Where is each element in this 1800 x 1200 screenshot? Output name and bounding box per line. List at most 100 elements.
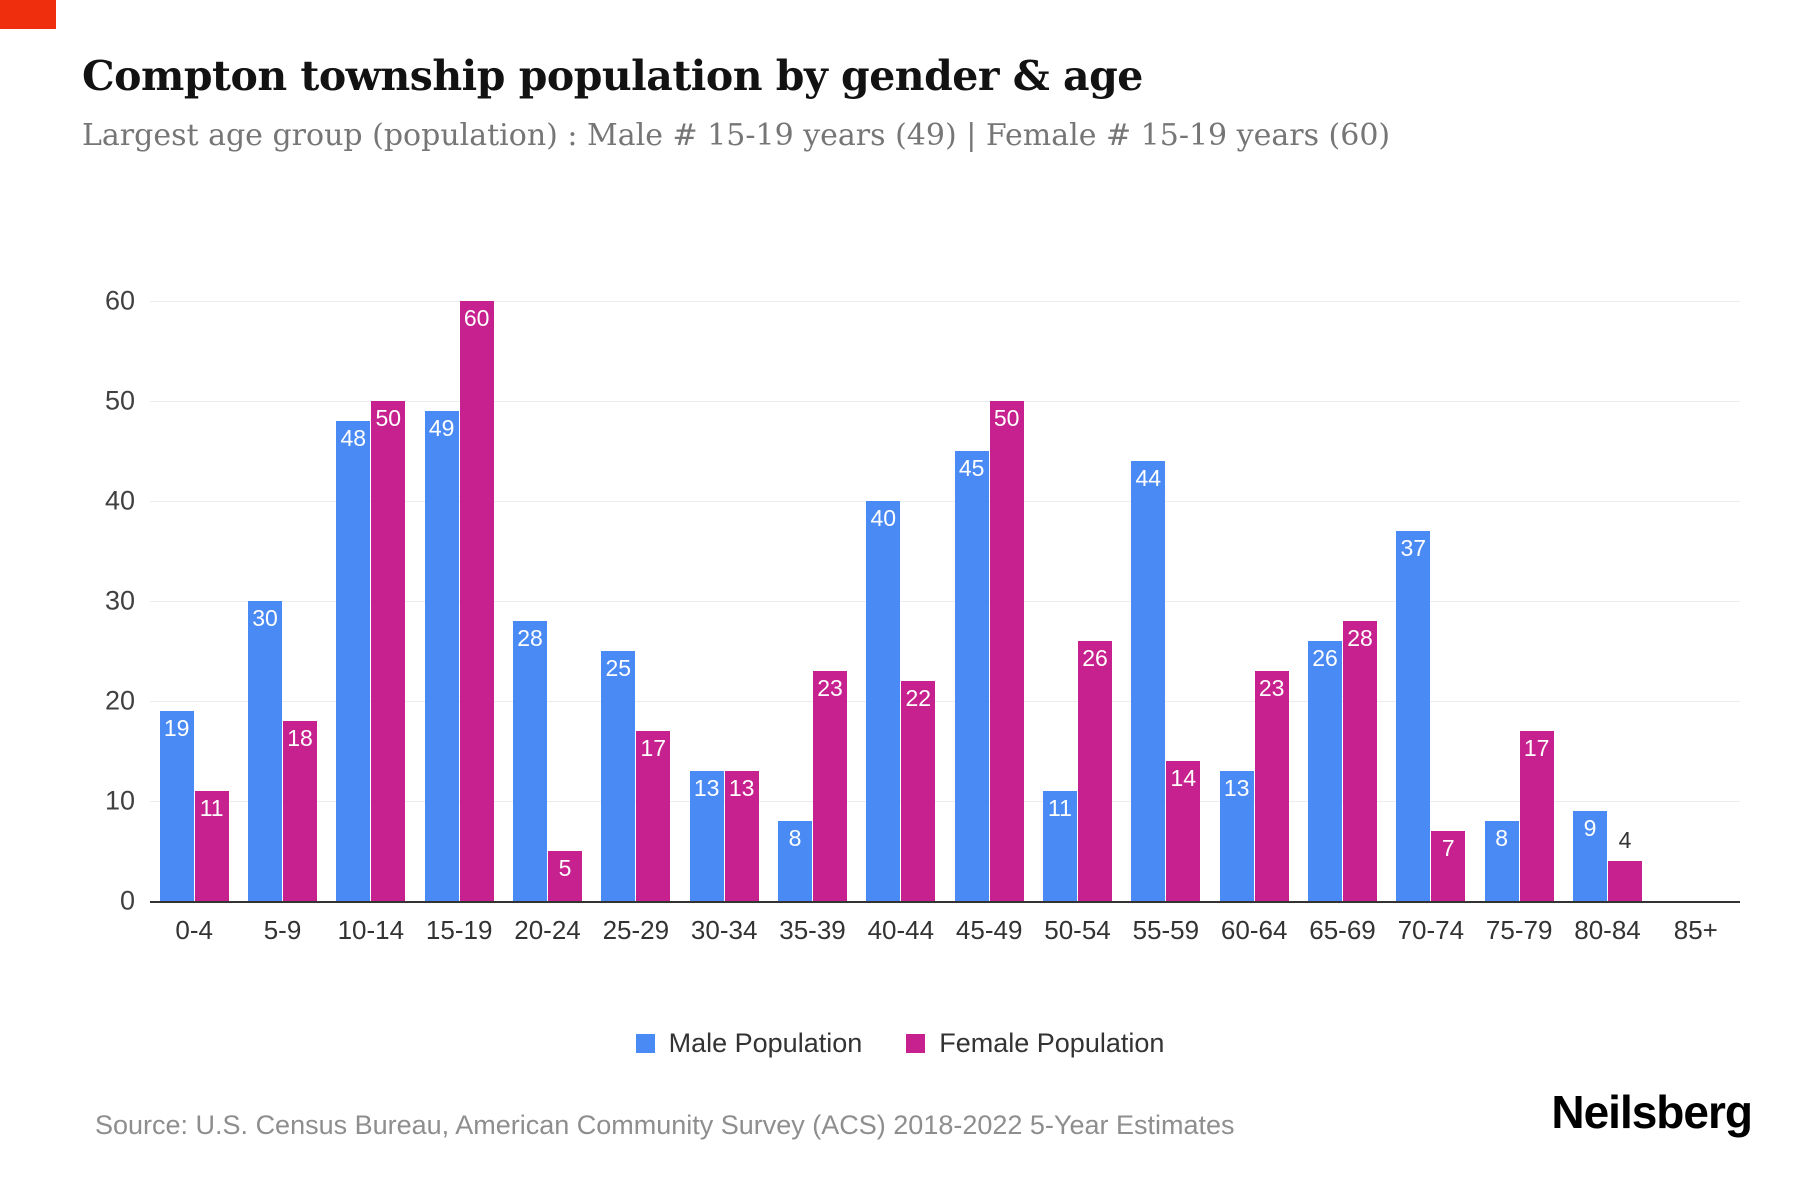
bar-group-10-14: 48 50: [327, 301, 415, 901]
bar-male-10-14[interactable]: 48: [336, 421, 371, 901]
bar-value-label: 60: [463, 305, 490, 331]
bar-value-label: 13: [693, 775, 720, 801]
legend-item-male[interactable]: Male Population: [635, 1028, 862, 1059]
bar-female-45-49[interactable]: 50: [989, 401, 1024, 901]
x-tick-label-70-74: 70-74: [1397, 915, 1465, 945]
y-tick-label-10: 10: [104, 785, 135, 816]
bar-female-70-74[interactable]: 7: [1431, 831, 1466, 901]
bar-value-label: 8: [1495, 825, 1509, 851]
gridline-40: [150, 501, 1740, 502]
bar-value-label: 40: [870, 505, 897, 531]
bar-female-35-39[interactable]: 23: [812, 671, 847, 901]
bar-female-10-14[interactable]: 50: [371, 401, 406, 901]
bar-group-25-29: 25 17: [592, 301, 680, 901]
bar-value-label: 14: [1170, 765, 1197, 791]
gridline-10: [150, 801, 1740, 802]
bar-value-label: 22: [905, 685, 932, 711]
bar-female-15-19[interactable]: 60: [459, 301, 494, 901]
bar-female-55-59[interactable]: 14: [1166, 761, 1201, 901]
chart-title: Compton township population by gender & …: [82, 52, 1143, 100]
bar-female-25-29[interactable]: 17: [636, 731, 671, 901]
bar-group-30-34: 13 13: [680, 301, 768, 901]
source-attribution: Source: U.S. Census Bureau, American Com…: [95, 1110, 1235, 1140]
bar-male-60-64[interactable]: 13: [1219, 771, 1254, 901]
x-tick-label-75-79: 75-79: [1485, 915, 1553, 945]
bar-group-55-59: 44 14: [1122, 301, 1210, 901]
bar-female-5-9[interactable]: 18: [282, 721, 317, 901]
bar-value-label: 23: [817, 675, 843, 701]
bar-value-label: 26: [1082, 645, 1108, 671]
x-tick-label-85+: 85+: [1673, 915, 1718, 945]
y-tick-label-60: 60: [104, 285, 135, 316]
bar-value-label: 37: [1400, 535, 1427, 561]
bar-value-label: 50: [375, 405, 402, 431]
bar-male-25-29[interactable]: 25: [601, 651, 636, 901]
bar-male-50-54[interactable]: 11: [1042, 791, 1077, 901]
x-tick-label-55-59: 55-59: [1132, 915, 1200, 945]
x-tick-label-65-69: 65-69: [1309, 915, 1376, 945]
bar-value-label: 18: [287, 725, 313, 751]
bar-value-label: 19: [163, 715, 190, 741]
bar-male-75-79[interactable]: 8: [1484, 821, 1519, 901]
bar-male-65-69[interactable]: 26: [1307, 641, 1342, 901]
legend: Male Population Female Population: [0, 1028, 1800, 1059]
bar-group-50-54: 11 26: [1033, 301, 1121, 901]
x-tick-label-30-34: 30-34: [690, 915, 758, 945]
bar-female-50-54[interactable]: 26: [1077, 641, 1112, 901]
bar-female-0-4[interactable]: 11: [194, 791, 229, 901]
bar-group-85+: [1652, 301, 1740, 901]
bar-value-label: 26: [1312, 645, 1338, 671]
legend-item-female[interactable]: Female Population: [906, 1028, 1164, 1059]
bar-value-label: 4: [1618, 827, 1632, 853]
x-tick-label-0-4: 0-4: [175, 915, 213, 945]
bar-male-35-39[interactable]: 8: [777, 821, 812, 901]
bar-value-label: 8: [788, 825, 802, 851]
y-tick-label-40: 40: [104, 485, 135, 516]
bar-male-5-9[interactable]: 30: [247, 601, 282, 901]
red-banner: [0, 0, 56, 29]
y-tick-label-50: 50: [104, 385, 135, 416]
bar-value-label: 17: [1523, 735, 1550, 761]
bar-female-40-44[interactable]: 22: [901, 681, 936, 901]
bar-male-0-4[interactable]: 19: [159, 711, 194, 901]
bar-value-label: 30: [252, 605, 278, 631]
bar-value-label: 5: [558, 855, 572, 881]
gridline-50: [150, 401, 1740, 402]
bar-male-70-74[interactable]: 37: [1396, 531, 1431, 901]
bar-male-20-24[interactable]: 28: [512, 621, 547, 901]
bar-group-15-19: 49 60: [415, 301, 503, 901]
bar-male-30-34[interactable]: 13: [689, 771, 724, 901]
plot-area: 0 10 20 30 40 50 60 19 11 0-4 30 18 5-9 48 50 10-14 49 60…: [105, 286, 1740, 945]
bar-female-20-24[interactable]: 5: [547, 851, 582, 901]
bar-female-65-69[interactable]: 28: [1342, 621, 1377, 901]
bar-female-60-64[interactable]: 23: [1254, 671, 1289, 901]
bar-value-label: 23: [1258, 675, 1285, 701]
y-tick-label-30: 30: [104, 585, 135, 616]
bar-group-5-9: 30 18: [238, 301, 326, 901]
y-tick-label-0: 0: [119, 885, 135, 916]
bar-group-75-79: 8 17: [1475, 301, 1563, 901]
bar-male-40-44[interactable]: 40: [866, 501, 901, 901]
bar-male-55-59[interactable]: 44: [1131, 461, 1166, 901]
bar-value-label: 44: [1135, 465, 1162, 491]
bar-group-45-49: 45 50: [945, 301, 1033, 901]
x-tick-label-15-19: 15-19: [425, 915, 493, 945]
bar-group-70-74: 37 7: [1387, 301, 1475, 901]
bar-female-75-79[interactable]: 17: [1519, 731, 1554, 901]
bar-male-45-49[interactable]: 45: [954, 451, 989, 901]
bar-value-label: 11: [199, 795, 224, 821]
y-tick-label-20: 20: [104, 685, 135, 716]
bar-male-80-84[interactable]: 9: [1572, 811, 1607, 901]
bar-female-80-84[interactable]: 4: [1607, 827, 1642, 901]
legend-label-female: Female Population: [939, 1028, 1165, 1058]
bar-value-label: 7: [1441, 835, 1455, 861]
bar-male-15-19[interactable]: 49: [424, 411, 459, 901]
x-tick-label-10-14: 10-14: [337, 915, 405, 945]
bar-female-30-34[interactable]: 13: [724, 771, 759, 901]
bar-value-label: 11: [1048, 795, 1072, 821]
bar-value-label: 49: [428, 415, 455, 441]
chart-subtitle: Largest age group (population) : Male # …: [82, 118, 1391, 153]
bar-value-label: 28: [517, 625, 543, 651]
x-tick-label-45-49: 45-49: [955, 915, 1023, 945]
